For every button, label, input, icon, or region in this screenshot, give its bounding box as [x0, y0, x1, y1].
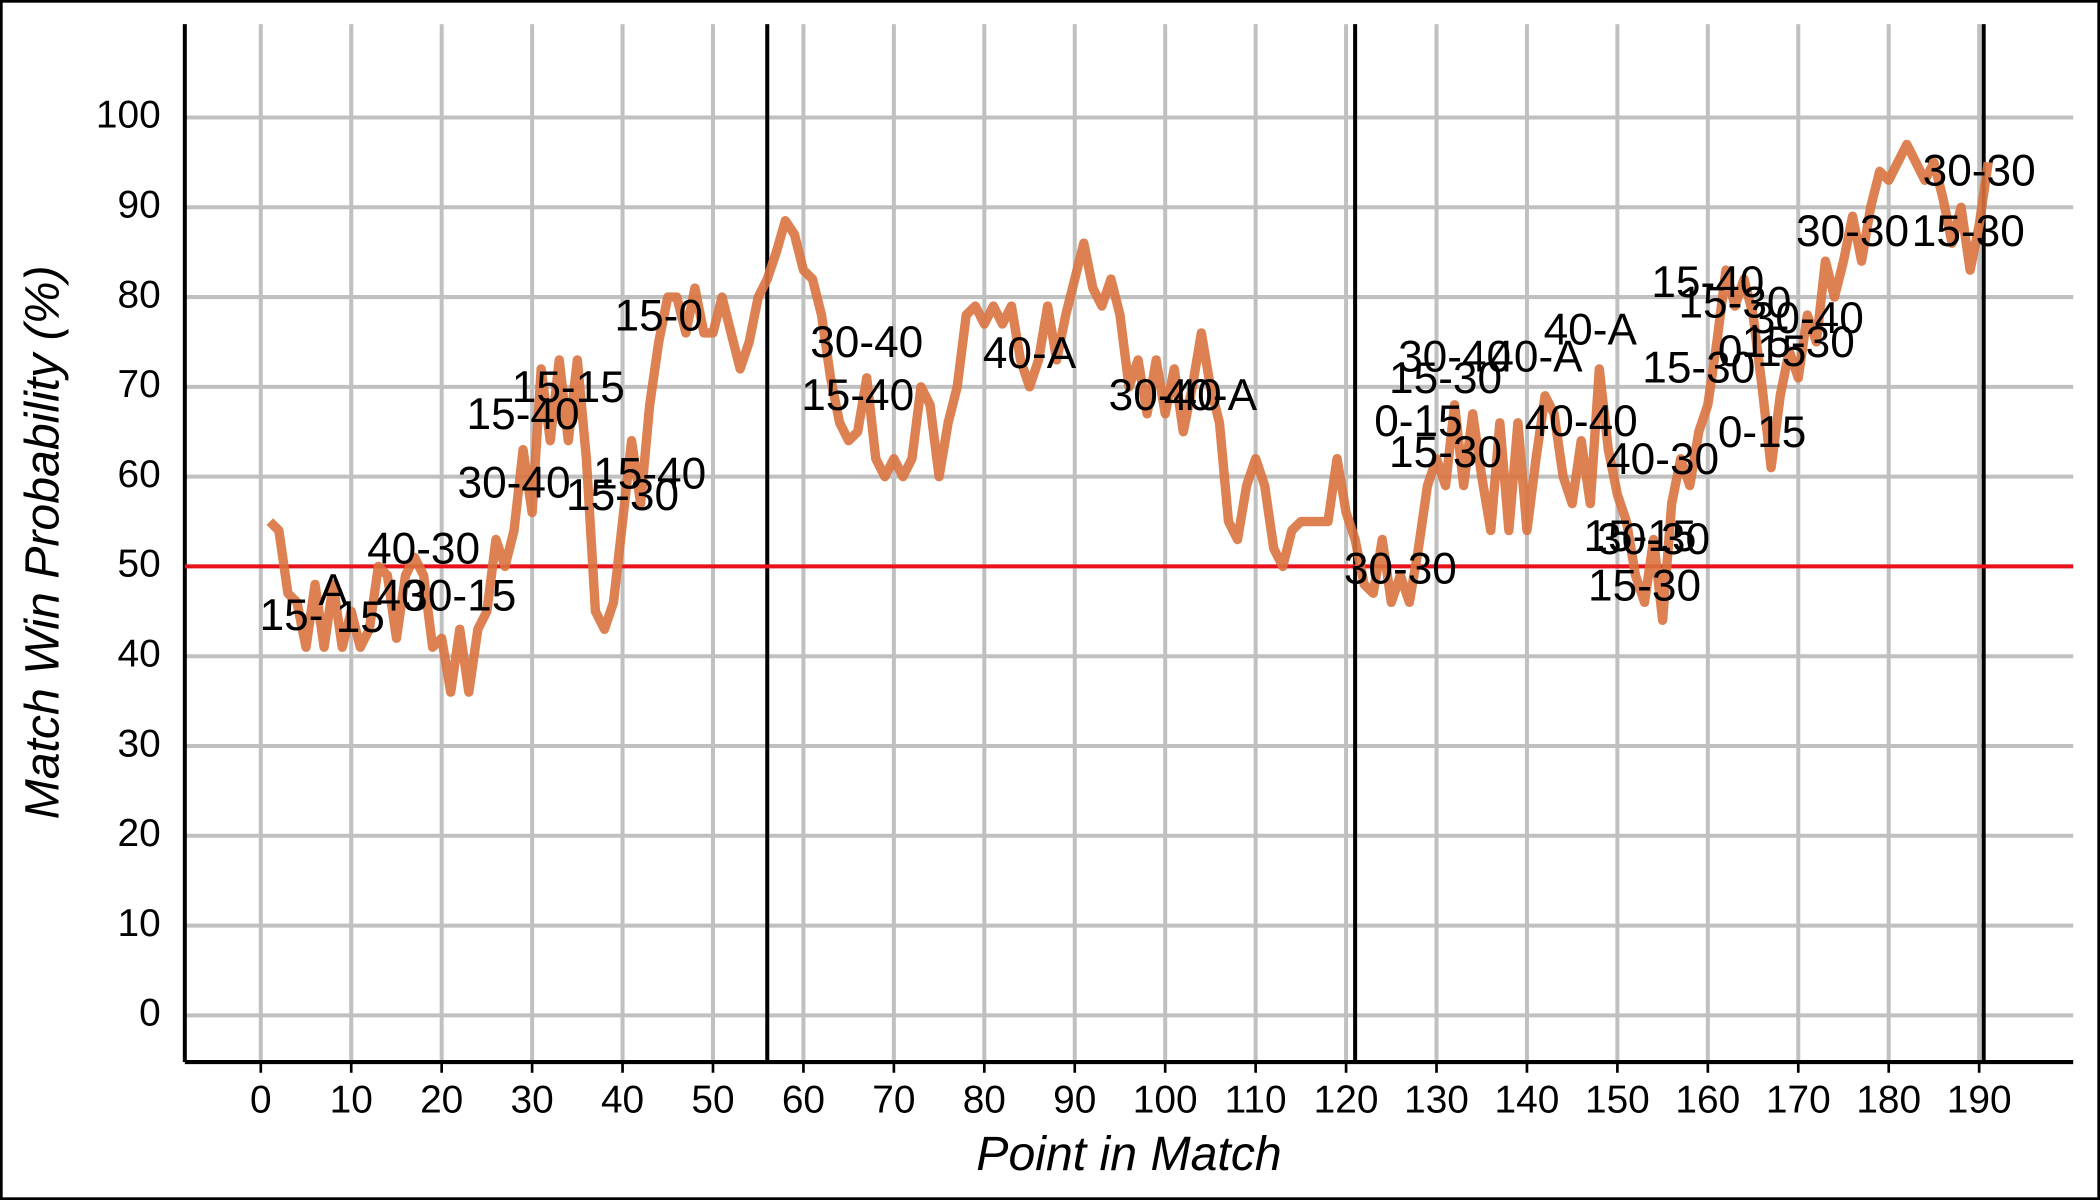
- x-axis-title: Point in Match: [976, 1127, 1281, 1181]
- score-annotation: 15-30: [1389, 428, 1502, 477]
- y-axis-title: Match Win Probability (%): [15, 265, 69, 819]
- x-tick-label: 180: [1856, 1078, 1921, 1121]
- x-tick-label: 170: [1766, 1078, 1831, 1121]
- y-tick-label: 0: [139, 992, 161, 1035]
- grid: [182, 24, 2074, 1073]
- x-tick-label: 80: [963, 1078, 1006, 1121]
- score-annotation: 40-A: [1544, 306, 1638, 355]
- score-annotation: 0-15: [1374, 397, 1462, 446]
- marks: [266, 139, 1993, 697]
- y-tick-label: 80: [118, 273, 161, 316]
- x-tick-label: 120: [1314, 1078, 1379, 1121]
- score-annotation: 15-30: [566, 471, 679, 520]
- y-tick-label: 40: [118, 632, 161, 675]
- y-tick-label: 30: [118, 722, 161, 765]
- score-annotation: 15-30: [1389, 354, 1502, 403]
- x-tick-label: 110: [1225, 1078, 1287, 1121]
- y-tick-label: 90: [118, 184, 161, 227]
- y-tick-label: 60: [118, 453, 161, 496]
- score-annotation: 15-30: [1912, 207, 2025, 256]
- score-annotation: 30-15: [403, 571, 516, 620]
- score-annotation: 40-30: [1606, 435, 1719, 484]
- labels: 0 10 20 30 40 50 60 70 80 90 100 110 120 130 140 150 160…: [96, 94, 2036, 1122]
- score-annotation: 40-A: [1489, 333, 1583, 382]
- score-annotation: 40-A: [1164, 371, 1258, 420]
- score-annotation: 15-30: [1588, 562, 1701, 611]
- score-annotation: 30-40: [1751, 294, 1864, 343]
- score-annotation: 30-40: [458, 458, 571, 507]
- x-tick-label: 10: [330, 1078, 373, 1121]
- x-tick-label: 140: [1495, 1078, 1560, 1121]
- score-annotation: 15-30: [1742, 318, 1855, 367]
- x-tick-label: 190: [1947, 1078, 2012, 1121]
- x-tick-label: 0: [250, 1078, 272, 1121]
- score-annotation: 30-30: [1923, 147, 2036, 196]
- score-annotation: 15-: [260, 591, 324, 640]
- x-tick-label: 100: [1133, 1078, 1198, 1121]
- score-annotation: 15-40: [593, 449, 706, 498]
- score-annotation: 0-15: [1718, 408, 1806, 457]
- score-annotation: 40-40: [1525, 397, 1638, 446]
- score-annotation: 30-40: [810, 318, 923, 367]
- x-tick-label: 20: [420, 1078, 463, 1121]
- x-tick-label: 90: [1053, 1078, 1096, 1121]
- score-annotation: 40: [376, 571, 425, 620]
- score-annotation: 15-40: [1651, 258, 1764, 307]
- score-annotation: 15-15: [512, 363, 625, 412]
- x-tick-label: 70: [872, 1078, 915, 1121]
- x-tick-label: 50: [691, 1078, 734, 1121]
- score-annotation: 40-A: [983, 329, 1077, 378]
- score-annotation: 30-30: [1344, 544, 1457, 593]
- y-tick-label: 70: [118, 363, 161, 406]
- score-annotation: 15-0: [615, 291, 703, 340]
- score-annotation: 15-15: [1583, 512, 1696, 561]
- score-annotation: 15-40: [801, 371, 914, 420]
- score-annotation: 30-30: [1597, 515, 1710, 564]
- score-annotation: 40-30: [367, 525, 480, 574]
- score-annotation: 15-30: [1642, 343, 1755, 392]
- x-tick-label: 60: [782, 1078, 825, 1121]
- score-annotation: 30-40: [1109, 371, 1222, 420]
- score-annotation: 15: [336, 593, 385, 642]
- score-annotation: 15-30: [1678, 279, 1791, 328]
- x-tick-label: 40: [601, 1078, 644, 1121]
- x-tick-label: 30: [511, 1078, 554, 1121]
- x-tick-label: 130: [1404, 1078, 1469, 1121]
- y-tick-label: 100: [96, 94, 161, 137]
- y-tick-label: 50: [118, 543, 161, 586]
- score-annotation: 30-40: [1398, 333, 1511, 382]
- x-tick-label: 160: [1675, 1078, 1740, 1121]
- probability-line: [266, 139, 1993, 697]
- score-annotation: A: [318, 566, 348, 615]
- y-tick-label: 10: [118, 902, 161, 945]
- x-tick-label: 150: [1585, 1078, 1650, 1121]
- score-annotation: 15-40: [467, 390, 580, 439]
- y-tick-label: 20: [118, 812, 161, 855]
- score-annotation: 0-15: [1718, 327, 1806, 376]
- score-annotation: 30-30: [1796, 207, 1909, 256]
